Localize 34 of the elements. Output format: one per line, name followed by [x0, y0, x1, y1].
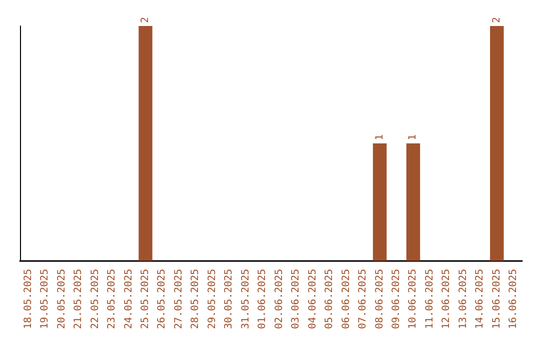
x-tick-label: 10.06.2025 — [408, 268, 419, 330]
x-tick-label: 25.05.2025 — [140, 268, 151, 330]
x-tick-label: 13.06.2025 — [458, 268, 469, 330]
x-tick-label: 01.06.2025 — [257, 268, 268, 330]
data-label: 2 — [140, 16, 151, 23]
x-tick-label: 19.05.2025 — [40, 268, 51, 330]
x-tick-label: 07.06.2025 — [358, 268, 369, 330]
x-tick-label: 30.05.2025 — [224, 268, 235, 330]
x-tick-label: 23.05.2025 — [106, 268, 118, 330]
x-tick-label: 15.06.2025 — [491, 268, 502, 330]
data-label: 1 — [374, 134, 386, 140]
x-tick-label: 08.06.2025 — [374, 268, 386, 330]
x-tick-label: 11.06.2025 — [424, 268, 436, 330]
x-tick-label: 14.06.2025 — [474, 268, 486, 330]
x-tick-label: 05.06.2025 — [324, 268, 336, 330]
x-tick-label: 29.05.2025 — [206, 268, 218, 330]
x-tick-label: 06.06.2025 — [340, 268, 352, 330]
x-tick-label: 18.05.2025 — [22, 268, 34, 330]
x-tick-label: 24.05.2025 — [123, 268, 134, 330]
x-tick-label: 09.06.2025 — [391, 268, 402, 330]
x-tick-label: 22.05.2025 — [90, 268, 101, 330]
x-tick-label: 12.06.2025 — [441, 268, 452, 330]
x-tick-label: 20.05.2025 — [56, 268, 68, 330]
x-tick-label: 21.05.2025 — [73, 268, 84, 330]
data-label: 1 — [408, 134, 419, 140]
x-tick-label: 28.05.2025 — [190, 268, 202, 330]
x-tick-label: 03.06.2025 — [290, 268, 302, 330]
x-tick-label: 04.06.2025 — [307, 268, 318, 330]
x-tick-label: 26.05.2025 — [156, 268, 168, 330]
x-tick-label: 16.06.2025 — [508, 268, 520, 330]
x-tick-label: 27.05.2025 — [173, 268, 184, 330]
data-label: 2 — [491, 16, 502, 23]
x-tick-label: 31.05.2025 — [240, 268, 252, 330]
x-tick-label: 02.06.2025 — [274, 268, 285, 330]
